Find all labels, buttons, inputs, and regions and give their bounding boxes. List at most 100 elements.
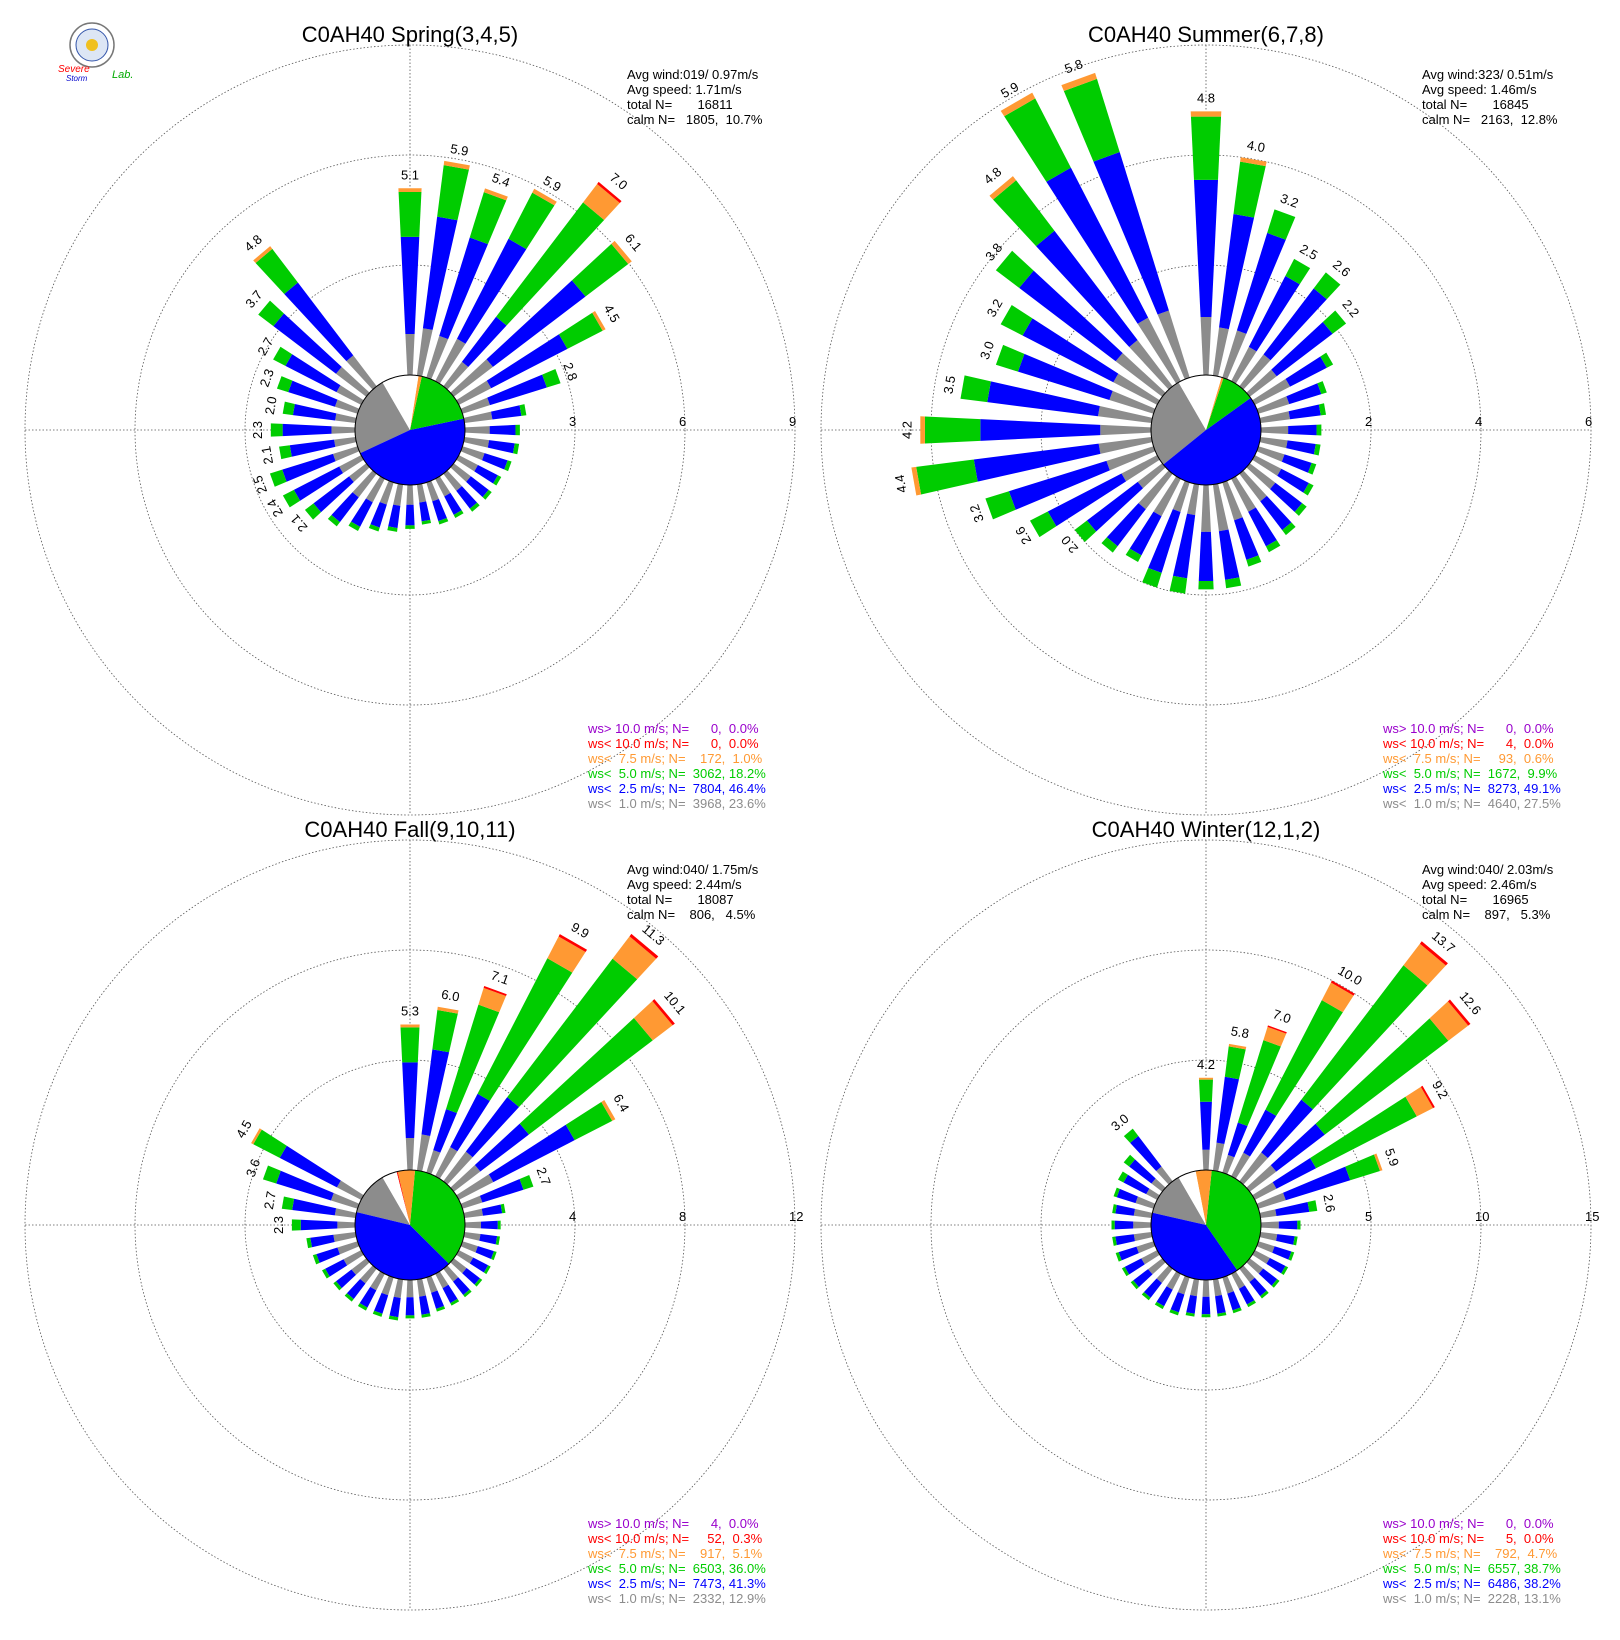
petal-segment [1146,1188,1160,1200]
petal-segment [1248,275,1300,352]
petal-segment [469,1257,489,1273]
petal-value-label: 2.5 [1297,241,1320,263]
petal-segment [481,1220,498,1230]
petal-segment [406,484,414,505]
petal-value-label: 2.7 [254,335,276,358]
petal-segment [292,403,337,421]
chart-title: C0AH40 Winter(12,1,2) [1092,817,1321,842]
panel-winter: 4.25.87.010.013.712.69.25.92.63.0 C0AH40… [820,817,1599,1611]
petal-segment [405,1297,415,1316]
petal-segment [1190,111,1222,117]
petal-segment [334,399,360,414]
petal-segment [335,366,370,397]
petal-segment [592,310,606,331]
petal-segment [291,1219,301,1231]
stats-avg-speed: Avg speed: 2.46m/s [1422,877,1537,892]
petals [1111,941,1471,1318]
petal-segment [1190,1278,1200,1297]
petal-segment [337,1241,360,1255]
petal-segment [365,476,385,503]
petal-value-label: 2.6 [1012,524,1034,547]
petal-segment [346,355,377,390]
petal-segment [1100,424,1152,436]
petal-segment [332,446,360,462]
petal-value-label: 4.2 [1197,1057,1215,1072]
petal-segment [336,385,364,405]
petal-segment [565,1101,613,1141]
petal-segment [426,335,449,380]
petal-segment [1231,346,1257,384]
petal-segment [1202,1279,1210,1297]
calm-pie-outline [1150,1169,1262,1281]
petal-segment [463,1231,481,1241]
petal-segment [270,423,283,437]
petal-segment [1271,322,1333,377]
petal-value-label: 4.2 [899,421,914,439]
petal-segment [1236,232,1286,334]
petal-segment [282,489,301,508]
petal-segment [443,361,469,390]
petal-segment [486,280,586,367]
petal-value-label: 10.0 [1335,963,1364,989]
petal-segment [433,1109,457,1153]
petal-segment [1403,943,1446,986]
petal-segment [1276,1234,1295,1245]
petal-segment [1227,1291,1241,1311]
petal-segment [1315,1018,1449,1135]
petal-segment [1246,463,1276,490]
petal-segment [333,1231,357,1243]
petal-segment [465,1097,520,1158]
petal-segment [460,446,485,461]
petal-segment [463,436,490,448]
petal-segment [279,445,292,460]
petal-segment [482,489,492,500]
petal-segment [437,165,469,221]
calm-pie-slice [410,1170,466,1264]
petal-segment [1123,1174,1150,1195]
petal-segment [306,1237,312,1249]
petal-segment [1109,390,1156,414]
legend-entry-below-7-5: ws< 7.5 m/s; N= 93, 0.6% [1382,751,1554,766]
petal-segment [337,1221,356,1229]
petal-segment [1153,476,1181,517]
petal-segment [1115,1252,1122,1262]
petal-segment [1260,426,1289,434]
petal-segment [351,1258,370,1275]
petal-segment [1256,1241,1275,1253]
petal-segment [477,958,573,1101]
stats-total-n: total N= 18087 [627,892,734,907]
calm-pie [354,1169,466,1281]
petal-segment [1405,1086,1434,1117]
calm-pie-slice [410,376,464,430]
petal-segment [279,1145,341,1188]
petal-segment [281,1196,295,1211]
petal-segment [393,1278,404,1298]
petal-segment [558,312,603,349]
ring-tick-label: 6 [679,414,686,429]
petal-segment [1112,1204,1117,1214]
ring-tick-label: 8 [679,1209,686,1224]
petal-segment [1148,1258,1166,1275]
petal-segment [450,463,471,482]
petal-segment [1177,1275,1190,1295]
petal-segment [1169,1309,1179,1316]
petals [253,160,632,532]
petal-segment [310,1234,335,1248]
petal-segment [1036,230,1138,347]
petal-segment [493,475,502,486]
petal-segment [483,986,507,997]
petal-value-label: 2.3 [257,367,277,389]
petal-segment [349,463,370,482]
calm-pie-slice [356,1177,410,1225]
petal-segment [1029,511,1057,538]
petal-segment [1217,1312,1227,1317]
petal-segment [293,466,344,501]
petal-segment [497,1220,501,1230]
calm-pie-slice [1206,377,1224,430]
petal-value-label: 5.9 [998,79,1021,101]
petal-segment [1193,179,1219,318]
petal-value-label: 2.1 [287,511,310,534]
petal-value-label: 4.4 [892,474,910,494]
petal-segment [1239,354,1271,390]
petal-value-label: 2.6 [1330,257,1353,280]
